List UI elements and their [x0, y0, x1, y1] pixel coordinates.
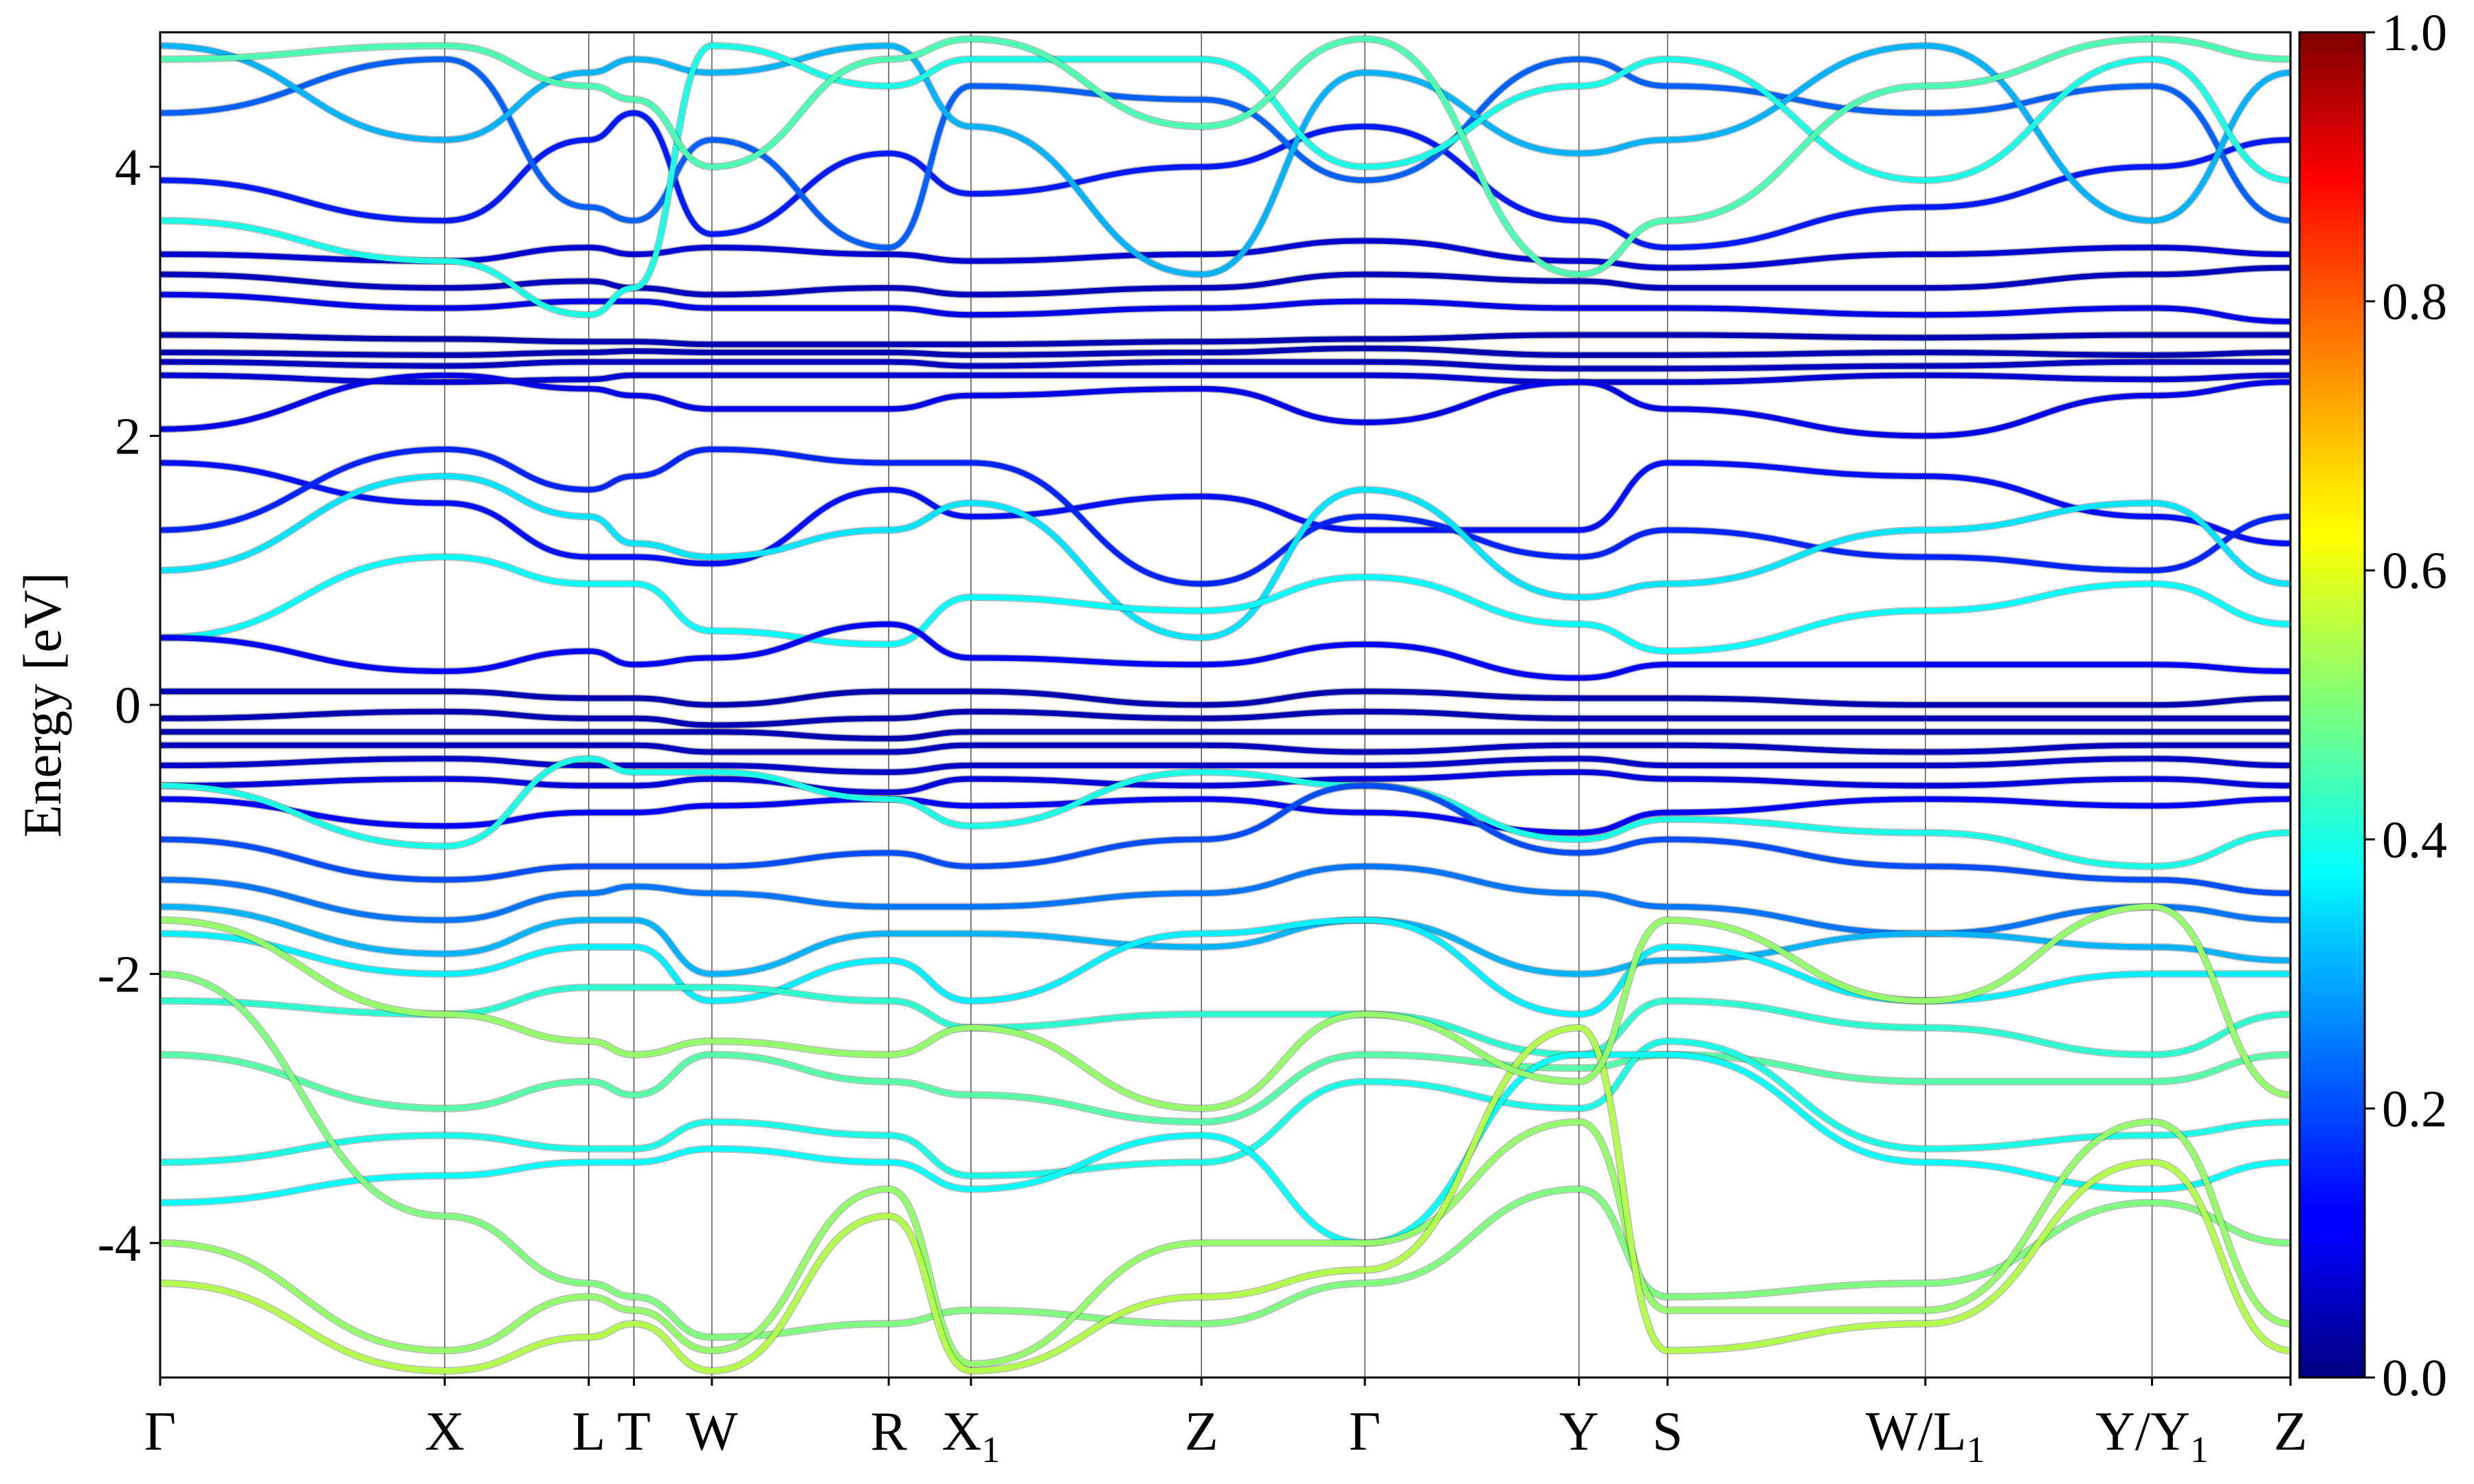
- kpoint-label: W/L1: [1866, 1402, 1985, 1470]
- band-12: [160, 36, 2291, 278]
- colorbar-tick-label: 0.0: [2382, 1349, 2447, 1407]
- kpoint-label: L: [572, 1402, 605, 1462]
- band-35: [160, 1119, 2291, 1367]
- kpoint-label: Z: [1185, 1402, 1218, 1462]
- plot-area: -4 -2 0 2 4 Γ X L T W R X1 Z Γ Y S W/L1 Y/Y1 Z: [98, 31, 2308, 1470]
- band-26: [160, 783, 2291, 897]
- x-axis: Γ X L T W R X1 Z Γ Y S W/L1 Y/Y1 Z: [144, 1378, 2308, 1470]
- colorbar-frame: [2298, 31, 2366, 1379]
- band-33: [160, 1052, 2291, 1246]
- band-13: [160, 460, 2291, 567]
- band-6: [160, 238, 2291, 271]
- band-22: [160, 756, 2291, 775]
- kpoint-label: W: [686, 1402, 738, 1462]
- kpoint-label: Γ: [1349, 1402, 1381, 1462]
- energy-bands: [160, 35, 2291, 1375]
- colorbar-tick-label: 0.4: [2382, 811, 2447, 869]
- band-36: [160, 1024, 2291, 1374]
- y-axis: -4 -2 0 2 4: [98, 139, 160, 1272]
- band-14: [160, 447, 2291, 587]
- kpoint-label: S: [1652, 1402, 1683, 1462]
- kpoint-label: R: [871, 1402, 908, 1462]
- y-tick-label: -4: [98, 1215, 141, 1272]
- band-2: [160, 359, 2291, 372]
- kpoint-label: Z: [2274, 1402, 2308, 1462]
- band-34: [160, 971, 2291, 1340]
- band-16: [160, 554, 2291, 654]
- y-tick-label: 0: [115, 677, 141, 734]
- band-4: [160, 372, 2291, 439]
- band-18: [160, 688, 2291, 708]
- band-1: [160, 346, 2291, 358]
- band-7: [160, 291, 2291, 324]
- band-32: [160, 1038, 2291, 1179]
- band-37: [160, 903, 2291, 1112]
- band-5: [160, 265, 2291, 297]
- y-tick-label: -2: [98, 946, 141, 1004]
- colorbar: 0.0 0.2 0.4 0.6 0.8 1.0: [2298, 4, 2447, 1407]
- colorbar-tick-label: 1.0: [2382, 4, 2447, 62]
- colorbar-tick-label: 0.6: [2382, 542, 2447, 600]
- band-17: [160, 621, 2291, 681]
- band-31: [160, 1052, 2291, 1125]
- colorbar-ticks: 0.0 0.2 0.4 0.6 0.8 1.0: [2365, 4, 2447, 1407]
- band-8: [160, 110, 2291, 251]
- band-15: [160, 473, 2291, 641]
- band-25: [160, 756, 2291, 869]
- band-3: [160, 372, 2291, 385]
- colorbar-gradient: [2299, 32, 2365, 1378]
- kpoint-label: T: [617, 1402, 651, 1462]
- band-20: [160, 729, 2291, 741]
- band-9: [160, 56, 2291, 251]
- band-30: [160, 985, 2291, 1058]
- band-19: [160, 708, 2291, 728]
- colorbar-tick-label: 0.2: [2382, 1080, 2447, 1138]
- kpoint-label: Y/Y1: [2095, 1402, 2209, 1470]
- band-10: [160, 43, 2291, 278]
- band-28: [160, 903, 2291, 977]
- kpoint-label: Y: [1559, 1402, 1599, 1462]
- band-23: [160, 769, 2291, 796]
- band-0: [160, 332, 2291, 348]
- y-tick-label: 2: [115, 407, 141, 465]
- kpoint-label: X: [425, 1402, 465, 1462]
- y-tick-label: 4: [115, 139, 141, 196]
- band-24: [160, 796, 2291, 835]
- kpoint-label: X1: [941, 1402, 1000, 1470]
- band-21: [160, 742, 2291, 755]
- colorbar-tick-label: 0.8: [2382, 273, 2447, 331]
- y-axis-label: Energy [eV]: [12, 572, 72, 837]
- kpoint-label: Γ: [144, 1402, 176, 1462]
- band-11: [160, 43, 2291, 318]
